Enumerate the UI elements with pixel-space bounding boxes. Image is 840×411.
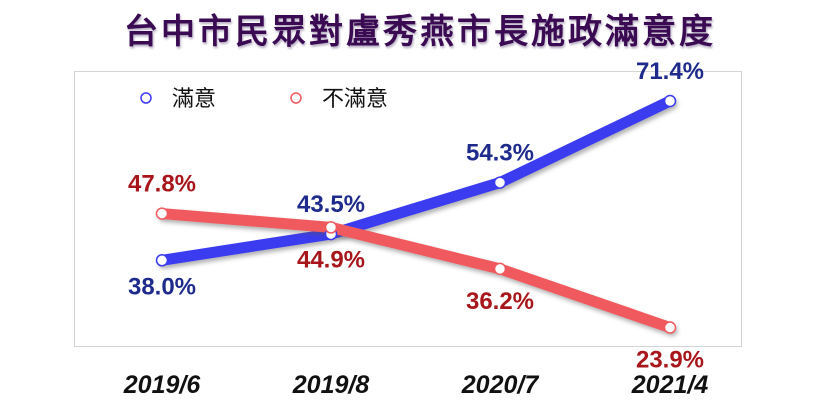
- legend-item-dissatisfied: 不滿意: [271, 87, 388, 112]
- series-line-dissatisfied: [156, 208, 676, 334]
- data-point: [663, 321, 677, 334]
- legend: 滿意 不滿意: [121, 87, 388, 112]
- data-label: 38.0%: [128, 273, 196, 300]
- series-layer: [155, 94, 677, 334]
- data-label: 36.2%: [466, 288, 534, 315]
- x-tick-label: 2021/4: [631, 371, 709, 399]
- x-tick-label: 2019/6: [123, 371, 202, 399]
- data-label: 43.5%: [297, 191, 365, 218]
- data-point: [493, 262, 507, 276]
- legend-marker: [140, 92, 152, 104]
- data-point: [324, 221, 338, 234]
- x-tick-label: 2020/7: [461, 371, 540, 399]
- x-tick-label: 2019/8: [292, 371, 370, 399]
- chart-title: 台中市民眾對盧秀燕市長施政滿意度: [124, 12, 716, 52]
- data-point: [663, 94, 677, 108]
- data-label: 23.9%: [636, 347, 704, 374]
- data-point: [493, 176, 507, 189]
- data-label: 47.8%: [128, 171, 196, 198]
- legend-label: 滿意: [172, 87, 216, 112]
- data-label: 44.9%: [297, 246, 365, 273]
- legend-label: 不滿意: [322, 87, 388, 112]
- series-line-satisfied: [156, 95, 676, 266]
- data-point: [155, 207, 169, 220]
- data-point: [155, 254, 169, 267]
- data-labels: 38.0% 43.5% 54.3% 71.4% 47.8% 44.9% 36.2% 23.9%: [128, 58, 704, 374]
- legend-marker: [290, 92, 302, 104]
- data-label: 54.3%: [466, 140, 534, 167]
- data-label: 71.4%: [636, 58, 704, 85]
- x-axis: 2019/6 2019/8 2020/7 2021/4: [123, 371, 709, 399]
- legend-item-satisfied: 滿意: [121, 87, 216, 112]
